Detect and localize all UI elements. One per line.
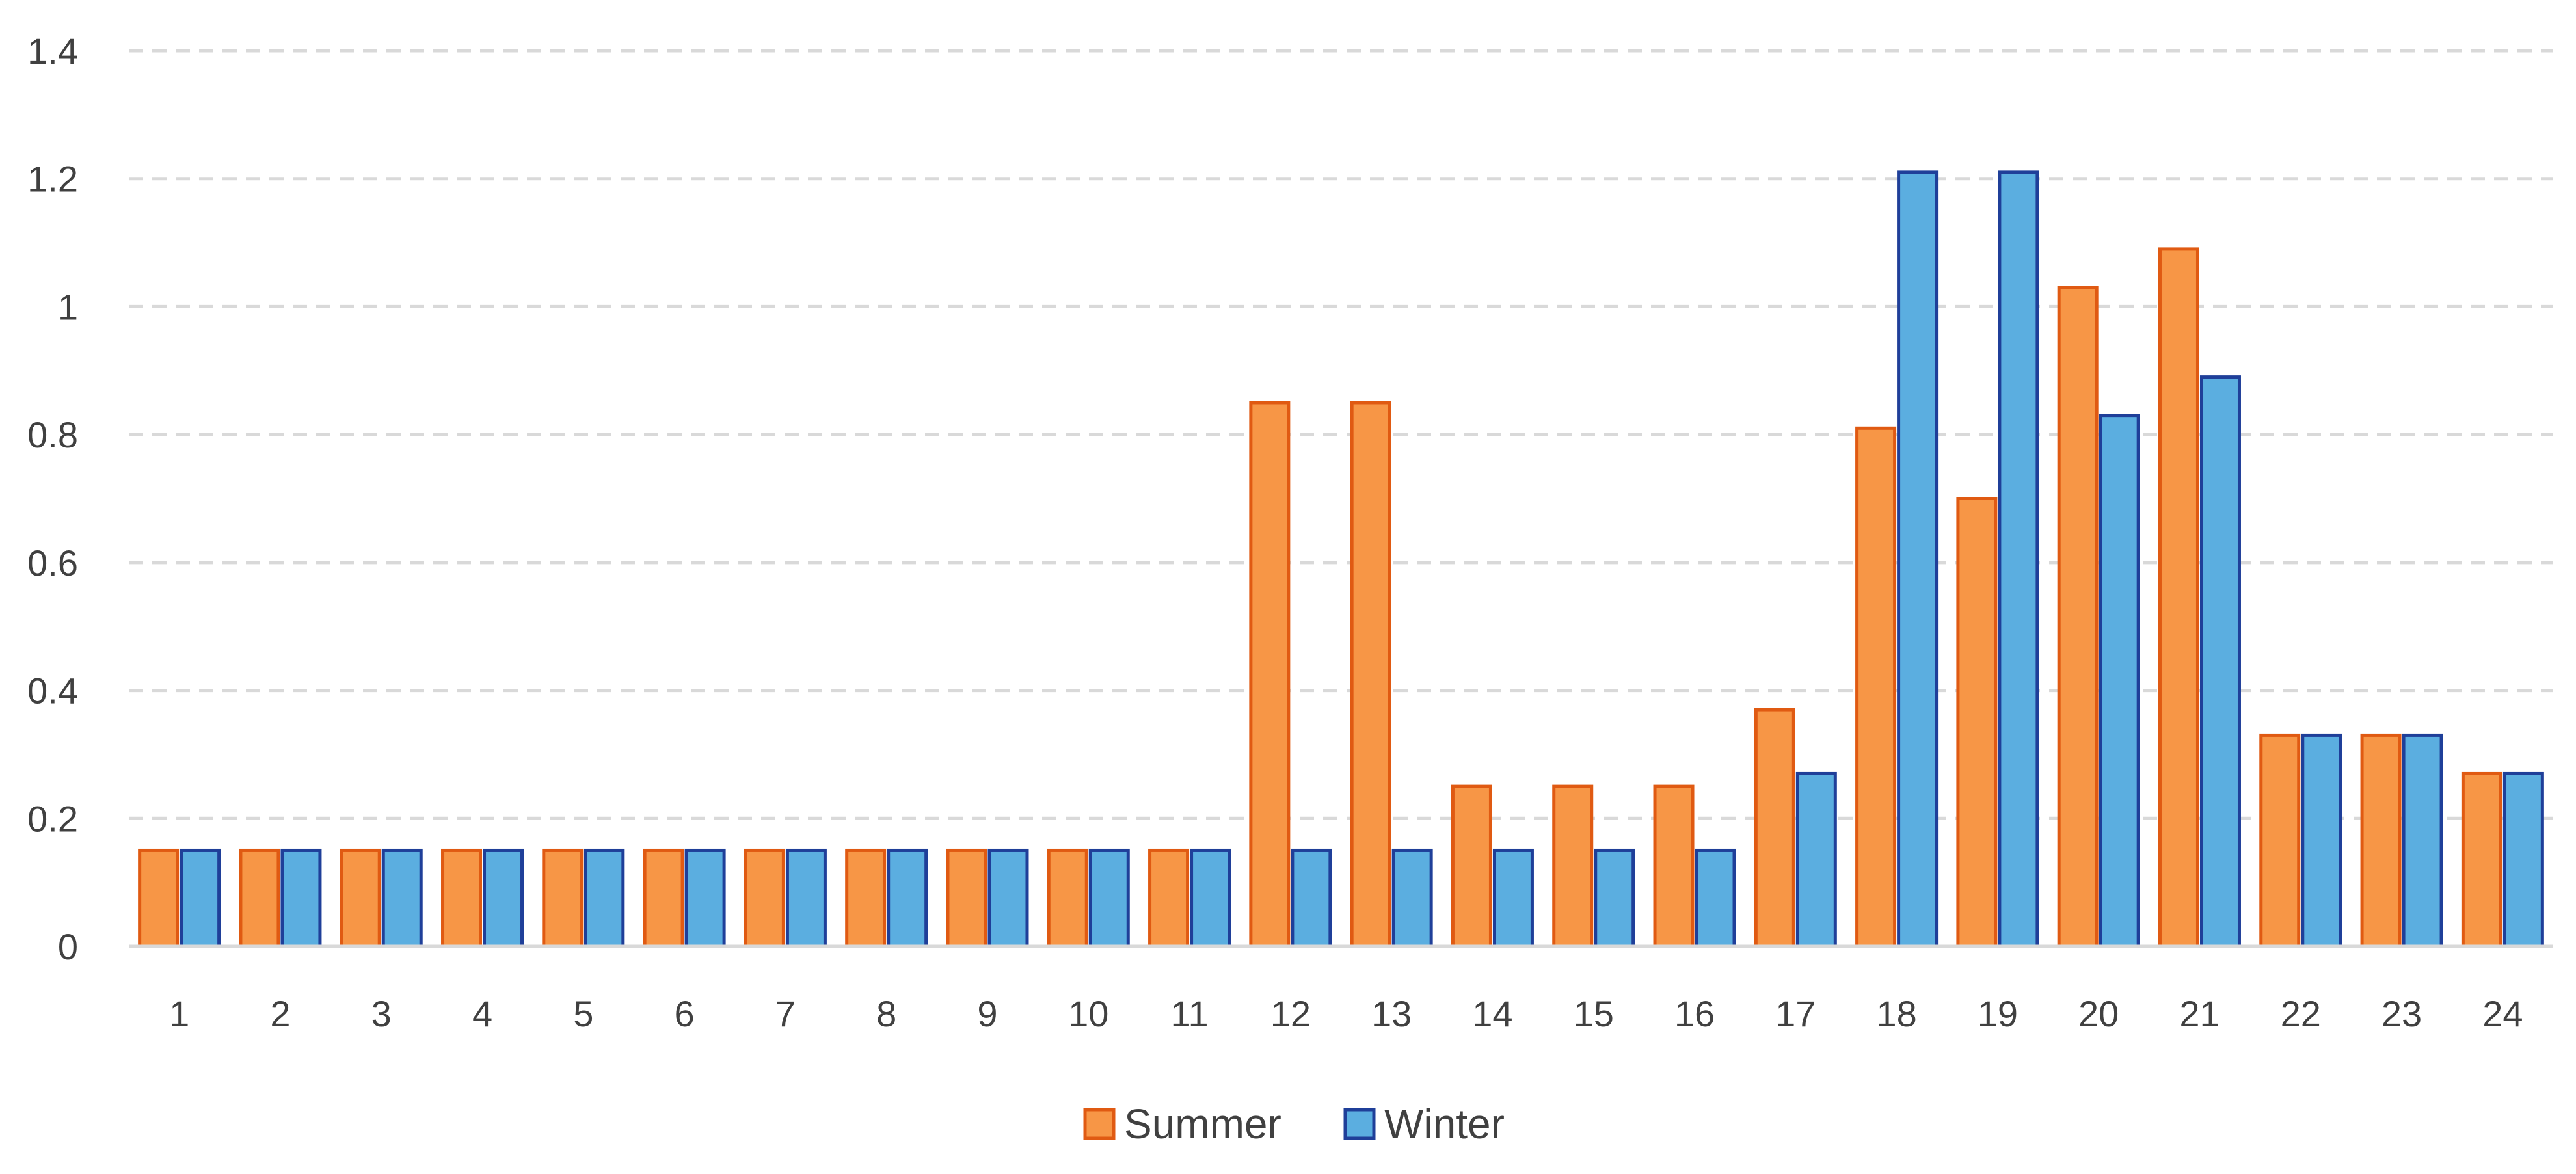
bar-winter-23 — [2402, 733, 2443, 948]
bar-winter-18 — [1897, 170, 1939, 948]
bar-winter-2 — [280, 848, 322, 948]
bar-summer-11 — [1148, 848, 1190, 948]
x-tick-label: 7 — [775, 993, 796, 1034]
bar-winter-15 — [1594, 848, 1635, 948]
bar-summer-15 — [1552, 784, 1594, 948]
bar-winter-17 — [1795, 771, 1837, 948]
x-tick-label: 21 — [2179, 993, 2220, 1034]
bar-summer-21 — [2158, 247, 2199, 948]
gridlines — [129, 49, 2553, 820]
bar-summer-20 — [2057, 286, 2099, 948]
y-tick-label: 1.4 — [27, 31, 78, 72]
y-tick-label: 0.6 — [27, 542, 78, 583]
x-tick-label: 19 — [1978, 993, 2018, 1034]
y-tick-label: 0.2 — [27, 798, 78, 839]
x-tick-label: 2 — [270, 993, 290, 1034]
x-tick-label: 8 — [876, 993, 896, 1034]
bar-summer-1 — [138, 848, 180, 948]
bars — [138, 170, 2544, 948]
bar-winter-3 — [381, 848, 423, 948]
bar-winter-1 — [180, 848, 221, 948]
bar-summer-6 — [643, 848, 684, 948]
bar-summer-4 — [441, 848, 483, 948]
y-tick-label: 1 — [58, 286, 78, 327]
bar-winter-19 — [1998, 170, 2039, 948]
bar-summer-7 — [744, 848, 785, 948]
bar-summer-16 — [1653, 784, 1695, 948]
bar-winter-4 — [483, 848, 524, 948]
y-tick-label: 1.2 — [27, 159, 78, 200]
x-tick-label: 13 — [1371, 993, 1412, 1034]
x-tick-label: 20 — [2078, 993, 2119, 1034]
x-tick-label: 14 — [1472, 993, 1512, 1034]
bar-winter-12 — [1291, 848, 1332, 948]
x-tick-label: 10 — [1068, 993, 1108, 1034]
x-tick-label: 3 — [371, 993, 392, 1034]
bar-winter-11 — [1190, 848, 1231, 948]
y-tick-label: 0 — [58, 926, 78, 967]
bar-winter-14 — [1492, 848, 1534, 948]
y-axis: 0 0.2 0.4 0.6 0.8 1 1.2 1.4 — [27, 31, 78, 967]
legend-label-winter: Winter — [1384, 1101, 1505, 1147]
x-tick-label: 9 — [977, 993, 997, 1034]
x-axis: 1 2 3 4 5 6 7 8 9 10 11 12 13 14 15 16 17 18 19 20 21 22 23 24 — [129, 944, 2553, 1034]
x-tick-label: 11 — [1170, 993, 1208, 1034]
bar-winter-8 — [887, 848, 928, 948]
x-tick-label: 17 — [1775, 993, 1816, 1034]
x-tick-label: 6 — [675, 993, 695, 1034]
legend-swatch-winter — [1343, 1108, 1376, 1140]
bar-winter-20 — [2099, 414, 2140, 948]
y-tick-label: 0.4 — [27, 671, 78, 712]
bar-summer-9 — [946, 848, 987, 948]
bar-summer-19 — [1956, 497, 1998, 948]
x-tick-label: 22 — [2281, 993, 2321, 1034]
x-tick-label: 12 — [1270, 993, 1311, 1034]
bar-summer-23 — [2360, 733, 2402, 948]
bar-summer-18 — [1855, 426, 1897, 948]
legend-swatch-summer — [1083, 1108, 1116, 1140]
bar-summer-2 — [239, 848, 280, 948]
bar-winter-9 — [987, 848, 1029, 948]
bar-summer-24 — [2461, 771, 2502, 948]
bar-summer-14 — [1451, 784, 1492, 948]
bar-summer-3 — [340, 848, 381, 948]
bar-summer-22 — [2259, 733, 2301, 948]
x-tick-label: 16 — [1674, 993, 1715, 1034]
x-tick-label: 18 — [1876, 993, 1916, 1034]
bar-summer-5 — [542, 848, 584, 948]
bar-winter-13 — [1391, 848, 1433, 948]
x-tick-label: 5 — [573, 993, 593, 1034]
x-tick-label: 4 — [472, 993, 492, 1034]
bar-winter-22 — [2301, 733, 2342, 948]
x-tick-label: 15 — [1574, 993, 1614, 1034]
bar-winter-6 — [684, 848, 726, 948]
bar-winter-5 — [584, 848, 625, 948]
legend: Summer Winter — [1083, 1101, 1505, 1147]
bar-summer-8 — [845, 848, 887, 948]
bar-winter-7 — [785, 848, 827, 948]
bar-winter-10 — [1088, 848, 1130, 948]
bar-summer-10 — [1047, 848, 1088, 948]
bar-summer-12 — [1249, 401, 1291, 948]
y-tick-label: 0.8 — [27, 414, 78, 455]
bar-winter-21 — [2199, 375, 2241, 948]
bar-summer-17 — [1754, 708, 1795, 948]
x-tick-label: 23 — [2381, 993, 2422, 1034]
bar-summer-13 — [1350, 401, 1391, 948]
x-tick-label: 1 — [169, 993, 189, 1034]
bar-winter-24 — [2502, 771, 2544, 948]
legend-label-summer: Summer — [1124, 1101, 1281, 1147]
bar-winter-16 — [1695, 848, 1736, 948]
x-tick-label: 24 — [2482, 993, 2523, 1034]
